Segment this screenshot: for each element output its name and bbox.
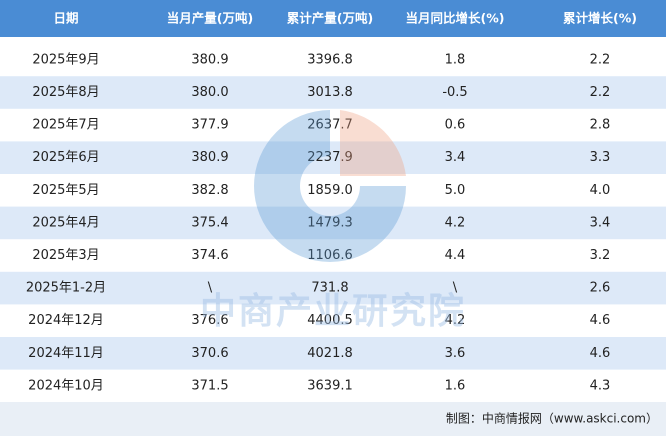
cell: 370.6 — [191, 346, 228, 361]
cell: 0.6 — [445, 118, 466, 133]
cell: 382.8 — [191, 183, 228, 198]
cell: 4.3 — [590, 378, 611, 393]
header-band — [0, 0, 666, 37]
cell: 3639.1 — [307, 378, 353, 393]
cell: 2025年5月 — [32, 183, 99, 198]
row-band — [0, 76, 666, 109]
footer: 制图：中商情报网（www.askci.com） — [446, 411, 658, 426]
cell: 3396.8 — [307, 52, 353, 67]
cell: 2637.7 — [307, 118, 353, 133]
cell: 374.6 — [191, 248, 228, 263]
cell: \ — [208, 281, 213, 296]
cell: 2025年4月 — [32, 215, 99, 230]
cell: 2025年6月 — [32, 150, 99, 165]
row-band — [0, 337, 666, 370]
cell: 1.6 — [445, 378, 466, 393]
header-cell: 当月同比增长(%) — [406, 11, 505, 26]
cell: 2024年12月 — [28, 313, 104, 328]
cell: 2.8 — [590, 118, 611, 133]
cell: 1479.3 — [307, 215, 353, 230]
cell: 2025年8月 — [32, 85, 99, 100]
cell: 375.4 — [191, 215, 228, 230]
cell: 4400.5 — [307, 313, 353, 328]
cell: 377.9 — [191, 118, 228, 133]
cell: 2025年7月 — [32, 118, 99, 133]
cell: 3013.8 — [307, 85, 353, 100]
cell: 4.4 — [445, 248, 466, 263]
cell: 1106.6 — [307, 248, 353, 263]
watermark: 中商产业研究院 — [200, 291, 466, 332]
header-cell: 当月产量(万吨) — [167, 11, 253, 26]
cell: 3.2 — [590, 248, 611, 263]
cell: 3.4 — [445, 150, 466, 165]
cell: 731.8 — [311, 281, 348, 296]
cell: \ — [453, 281, 458, 296]
cell: 4.6 — [590, 313, 611, 328]
row-band — [0, 206, 666, 240]
cell: 3.4 — [590, 215, 611, 230]
cell: 5.0 — [445, 183, 466, 198]
logo — [254, 110, 406, 262]
cell: 4.2 — [445, 215, 466, 230]
cell: 3.6 — [445, 346, 466, 361]
cell: 2025年1-2月 — [26, 281, 106, 296]
cell: 2237.9 — [307, 150, 353, 165]
cell: 1.8 — [445, 52, 466, 67]
header-cell: 累计增长(%) — [563, 11, 637, 26]
cell: 4.0 — [590, 183, 611, 198]
cell: 380.9 — [191, 150, 228, 165]
cell: 2.6 — [590, 281, 611, 296]
row-band — [0, 141, 666, 174]
cell: 2.2 — [590, 85, 611, 100]
cell: 3.3 — [590, 150, 611, 165]
header-cell: 累计产量(万吨) — [287, 11, 373, 26]
cell: 2.2 — [590, 52, 611, 67]
cell: 2024年10月 — [28, 378, 104, 393]
row-band — [0, 271, 666, 305]
cell: 1859.0 — [307, 183, 353, 198]
cell: -0.5 — [442, 85, 467, 100]
cell: 371.5 — [191, 378, 228, 393]
footer-band — [0, 402, 666, 436]
cell: 4.6 — [590, 346, 611, 361]
cell: 4021.8 — [307, 346, 353, 361]
cell: 376.6 — [191, 313, 228, 328]
cell: 2025年9月 — [32, 52, 99, 67]
cell: 2025年3月 — [32, 248, 99, 263]
header-cell: 日期 — [53, 11, 78, 26]
cell: 380.0 — [191, 85, 228, 100]
cell: 380.9 — [191, 52, 228, 67]
cell: 4.2 — [445, 313, 466, 328]
cell: 2024年11月 — [28, 346, 104, 361]
